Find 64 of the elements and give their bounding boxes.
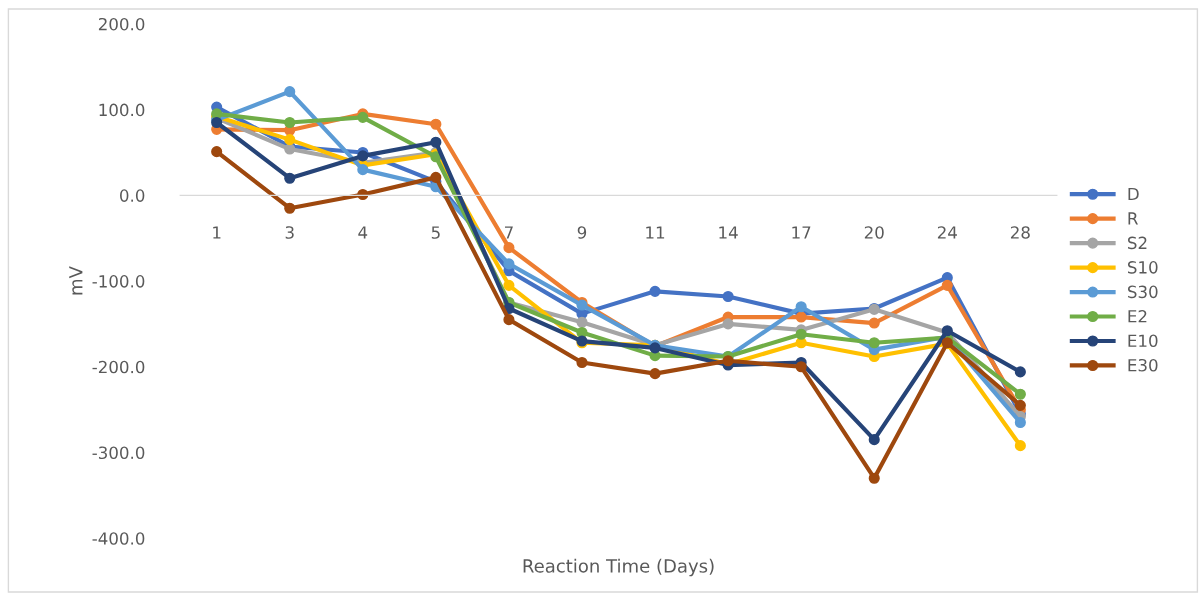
point (649, 285, 661, 297)
point (357, 188, 369, 201)
x-tick-label: 28 (1010, 226, 1030, 239)
point (941, 279, 953, 291)
legend-label: E2 (1128, 309, 1147, 323)
point (1014, 366, 1026, 378)
y-axis-title: mV (69, 266, 83, 295)
y-tick-label: 200.0 (98, 17, 145, 31)
x-tick-label: 5 (431, 226, 440, 239)
point (576, 316, 588, 328)
legend-label: E10 (1128, 334, 1158, 348)
y-tick-label: -200.0 (92, 360, 145, 374)
x-tick-label: 1 (213, 226, 221, 239)
point (1014, 388, 1026, 400)
x-tick-label: 14 (719, 226, 738, 239)
x-tick-label: 20 (864, 226, 884, 239)
legend-label: E30 (1128, 358, 1158, 372)
point (1014, 440, 1026, 452)
point (357, 150, 369, 162)
point (284, 202, 296, 214)
x-tick-label: 3 (285, 226, 294, 239)
legend-label: S10 (1127, 261, 1158, 274)
point (430, 118, 442, 130)
x-tick-label: 11 (646, 226, 665, 239)
y-tick-label: -300.0 (92, 446, 145, 460)
legend-label: D (1128, 187, 1139, 201)
y-tick-label: -100.0 (92, 275, 145, 288)
x-tick-label: 7 (504, 226, 513, 239)
y-tick-label: 100.0 (99, 103, 145, 117)
point (868, 317, 880, 329)
point (868, 337, 880, 349)
point (430, 171, 442, 183)
y-tick-label: 0.0 (120, 189, 145, 202)
point (284, 134, 296, 146)
point (503, 279, 515, 291)
point (1014, 416, 1026, 429)
point (284, 86, 296, 98)
point (868, 472, 880, 484)
point (722, 290, 734, 303)
point (503, 258, 515, 270)
legend-label: S2 (1127, 236, 1147, 250)
x-tick-label: 17 (792, 226, 811, 239)
point (722, 318, 734, 330)
x-tick-label: 9 (577, 226, 587, 239)
point (868, 434, 880, 446)
point (430, 136, 442, 148)
x-tick-label: 24 (937, 226, 957, 239)
legend-label: R (1128, 212, 1138, 225)
point (211, 146, 223, 158)
point (284, 116, 296, 129)
point (1014, 399, 1026, 411)
point (649, 368, 661, 380)
point (795, 361, 807, 373)
legend-label: S30 (1127, 285, 1158, 299)
point (503, 314, 515, 326)
point (795, 301, 807, 313)
point (795, 328, 807, 340)
x-axis-title: Reaction Time (Days) (523, 558, 714, 577)
point (284, 172, 296, 184)
x-tick-label: 4 (358, 226, 368, 239)
point (357, 164, 369, 176)
point (503, 242, 515, 254)
y-tick-label: -400.0 (92, 532, 145, 545)
point (576, 356, 588, 369)
